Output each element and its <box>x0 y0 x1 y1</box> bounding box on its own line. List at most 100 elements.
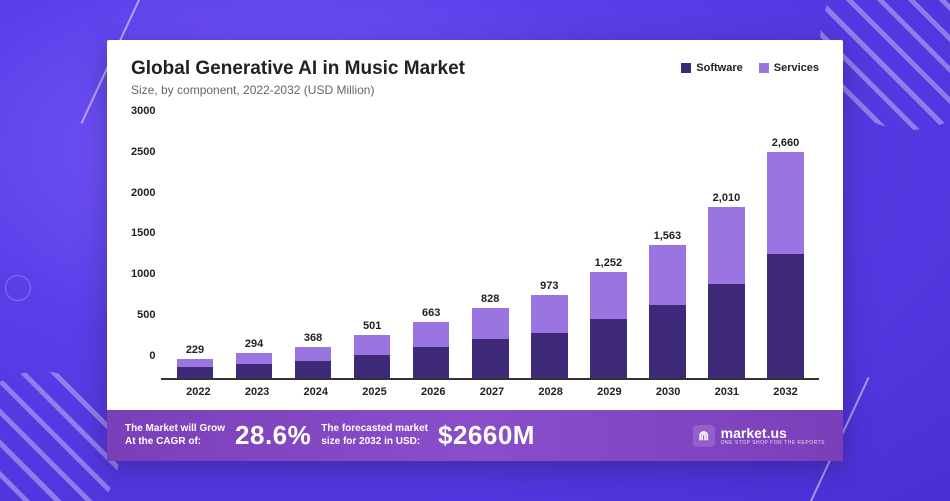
bar-total-label: 663 <box>422 307 440 319</box>
bar-segment-software <box>236 364 273 378</box>
forecast-value: $2660M <box>438 420 535 451</box>
bar-segment-services <box>413 322 450 347</box>
legend-item-services: Services <box>759 62 819 74</box>
bar-segment-services <box>295 347 332 361</box>
x-tick: 2024 <box>286 386 345 398</box>
legend-swatch-services <box>759 63 769 73</box>
bar-total-label: 294 <box>245 338 263 350</box>
y-tick: 0 <box>149 350 155 362</box>
bar-stack <box>472 308 509 378</box>
bar-segment-software <box>531 333 568 378</box>
bar-col-2029: 1,252 <box>579 105 638 378</box>
bar-total-label: 2,660 <box>772 137 800 149</box>
cagr-label: The Market will Grow At the CAGR of: <box>125 423 225 448</box>
x-axis-labels: 2022202320242025202620272028202920302031… <box>165 380 819 398</box>
footer-band: The Market will Grow At the CAGR of: 28.… <box>107 410 843 461</box>
card-header: Global Generative AI in Music Market Siz… <box>131 58 819 97</box>
bar-col-2030: 1,563 <box>638 105 697 378</box>
legend-item-software: Software <box>681 62 742 74</box>
chart-card: Global Generative AI in Music Market Siz… <box>107 40 843 461</box>
bar-stack <box>354 335 391 378</box>
y-axis: 3000 2500 2000 1500 1000 500 0 <box>131 105 161 380</box>
bar-stack <box>295 347 332 378</box>
brand-logo-icon: ⋒ <box>693 425 715 447</box>
bar-col-2024: 368 <box>284 105 343 378</box>
bar-stack <box>236 353 273 378</box>
x-tick: 2029 <box>580 386 639 398</box>
legend-label-software: Software <box>696 62 742 74</box>
chart-legend: Software Services <box>681 62 819 74</box>
bar-total-label: 828 <box>481 293 499 305</box>
x-tick: 2028 <box>521 386 580 398</box>
x-tick: 2022 <box>169 386 228 398</box>
y-tick: 2500 <box>131 146 155 158</box>
forecast-label-line2: size for 2032 in USD: <box>321 436 428 449</box>
bar-total-label: 501 <box>363 320 381 332</box>
y-tick: 500 <box>137 309 155 321</box>
bar-segment-software <box>708 284 745 378</box>
bar-segment-services <box>531 295 568 332</box>
chart-subtitle: Size, by component, 2022-2032 (USD Milli… <box>131 83 465 97</box>
bar-segment-services <box>767 152 804 254</box>
bar-segment-services <box>354 335 391 354</box>
bg-stripes-bottom-left <box>0 371 120 501</box>
bars-container: 229 294 368 501 663 828 973 1,252 1,563 2,010 2,66… <box>161 105 819 378</box>
bar-segment-services <box>649 245 686 305</box>
bar-segment-software <box>472 339 509 378</box>
bar-col-2028: 973 <box>520 105 579 378</box>
x-tick: 2026 <box>404 386 463 398</box>
legend-label-services: Services <box>774 62 819 74</box>
bar-stack <box>708 207 745 378</box>
y-tick: 3000 <box>131 105 155 117</box>
bar-segment-software <box>295 361 332 378</box>
x-tick: 2032 <box>756 386 815 398</box>
bar-total-label: 973 <box>540 280 558 292</box>
bar-col-2031: 2,010 <box>697 105 756 378</box>
chart-title: Global Generative AI in Music Market <box>131 58 465 80</box>
bar-stack <box>177 359 214 378</box>
x-tick: 2031 <box>697 386 756 398</box>
cagr-label-line1: The Market will Grow <box>125 423 225 436</box>
bar-stack <box>413 322 450 378</box>
bar-segment-software <box>767 254 804 378</box>
x-tick: 2030 <box>639 386 698 398</box>
bar-col-2027: 828 <box>461 105 520 378</box>
x-tick: 2025 <box>345 386 404 398</box>
bar-stack <box>531 295 568 378</box>
bar-stack <box>767 152 804 378</box>
brand-tagline: ONE STOP SHOP FOR THE REPORTS <box>721 440 825 446</box>
chart-area: 3000 2500 2000 1500 1000 500 0 229 294 368 501 663… <box>131 105 819 380</box>
bar-col-2025: 501 <box>343 105 402 378</box>
y-tick: 1500 <box>131 227 155 239</box>
brand-name: market.us <box>721 425 825 441</box>
bar-segment-services <box>472 308 509 340</box>
plot-area: 229 294 368 501 663 828 973 1,252 1,563 2,010 2,66… <box>161 105 819 380</box>
bar-total-label: 368 <box>304 332 322 344</box>
brand-block: ⋒ market.us ONE STOP SHOP FOR THE REPORT… <box>693 425 825 447</box>
forecast-label-line1: The forecasted market <box>321 423 428 436</box>
brand-text: market.us ONE STOP SHOP FOR THE REPORTS <box>721 425 825 446</box>
bar-segment-services <box>236 353 273 364</box>
y-tick: 1000 <box>131 268 155 280</box>
bar-total-label: 1,252 <box>595 257 623 269</box>
bar-total-label: 229 <box>186 344 204 356</box>
bar-segment-software <box>354 355 391 378</box>
bar-segment-services <box>177 359 214 368</box>
bar-total-label: 2,010 <box>713 192 741 204</box>
bar-segment-services <box>708 207 745 284</box>
bar-col-2022: 229 <box>165 105 224 378</box>
bar-segment-software <box>590 319 627 378</box>
bar-segment-software <box>177 367 214 378</box>
legend-swatch-software <box>681 63 691 73</box>
cagr-value: 28.6% <box>235 420 311 451</box>
bar-segment-software <box>649 305 686 378</box>
y-tick: 2000 <box>131 187 155 199</box>
title-block: Global Generative AI in Music Market Siz… <box>131 58 465 97</box>
bg-circle-2 <box>5 275 31 301</box>
cagr-label-line2: At the CAGR of: <box>125 436 225 449</box>
bar-stack <box>649 245 686 378</box>
x-tick: 2027 <box>463 386 522 398</box>
bar-segment-services <box>590 272 627 320</box>
forecast-label: The forecasted market size for 2032 in U… <box>321 423 428 448</box>
x-tick: 2023 <box>228 386 287 398</box>
